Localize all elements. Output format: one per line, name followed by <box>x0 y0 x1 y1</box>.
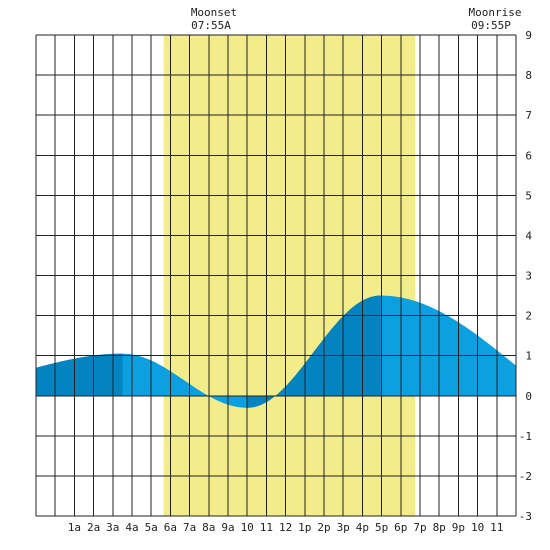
x-tick-label: 4p <box>356 521 369 534</box>
x-tick-label: 12 <box>279 521 292 534</box>
tide-area <box>36 295 516 408</box>
x-tick-label: 9p <box>452 521 465 534</box>
x-tick-label: 2a <box>87 521 100 534</box>
x-tick-label: 2p <box>317 521 330 534</box>
x-tick-label: 11 <box>260 521 273 534</box>
x-tick-label: 10 <box>241 521 254 534</box>
tide-fill-dark-0 <box>36 353 123 396</box>
y-tick-label: -3 <box>519 510 532 523</box>
y-tick-label: 0 <box>525 390 532 403</box>
x-tick-label: 4a <box>125 521 138 534</box>
x-tick-label: 8p <box>433 521 446 534</box>
x-tick-label: 6a <box>164 521 177 534</box>
x-tick-label: 5p <box>375 521 388 534</box>
x-tick-label: 10 <box>471 521 484 534</box>
grid <box>35 34 517 517</box>
x-tick-label: 3a <box>106 521 119 534</box>
y-tick-label: -1 <box>519 430 532 443</box>
x-tick-label: 5a <box>145 521 158 534</box>
y-tick-label: 3 <box>525 270 532 283</box>
y-tick-label: 2 <box>525 310 532 323</box>
x-tick-label: 6p <box>394 521 407 534</box>
y-tick-label: 1 <box>525 350 532 363</box>
x-tick-label: 1a <box>68 521 81 534</box>
moonset-time: 07:55A <box>191 19 231 32</box>
x-tick-label: 7p <box>413 521 426 534</box>
x-tick-label: 9a <box>221 521 234 534</box>
tide-fill-dark-1 <box>247 295 381 408</box>
y-tick-label: 9 <box>525 29 532 42</box>
y-tick-label: -2 <box>519 470 532 483</box>
y-tick-label: 4 <box>525 229 532 242</box>
moonset-label: Moonset <box>191 6 237 19</box>
x-tick-label: 11 <box>490 521 503 534</box>
moonrise-time: 09:55P <box>471 19 511 32</box>
x-tick-label: 7a <box>183 521 196 534</box>
x-tick-label: 1p <box>298 521 311 534</box>
x-tick-label: 3p <box>337 521 350 534</box>
y-tick-label: 7 <box>525 109 532 122</box>
tide-fill <box>36 295 516 408</box>
y-tick-label: 6 <box>525 149 532 162</box>
moonrise-label: Moonrise <box>469 6 522 19</box>
y-tick-label: 5 <box>525 189 532 202</box>
x-tick-label: 8a <box>202 521 215 534</box>
y-tick-label: 8 <box>525 69 532 82</box>
